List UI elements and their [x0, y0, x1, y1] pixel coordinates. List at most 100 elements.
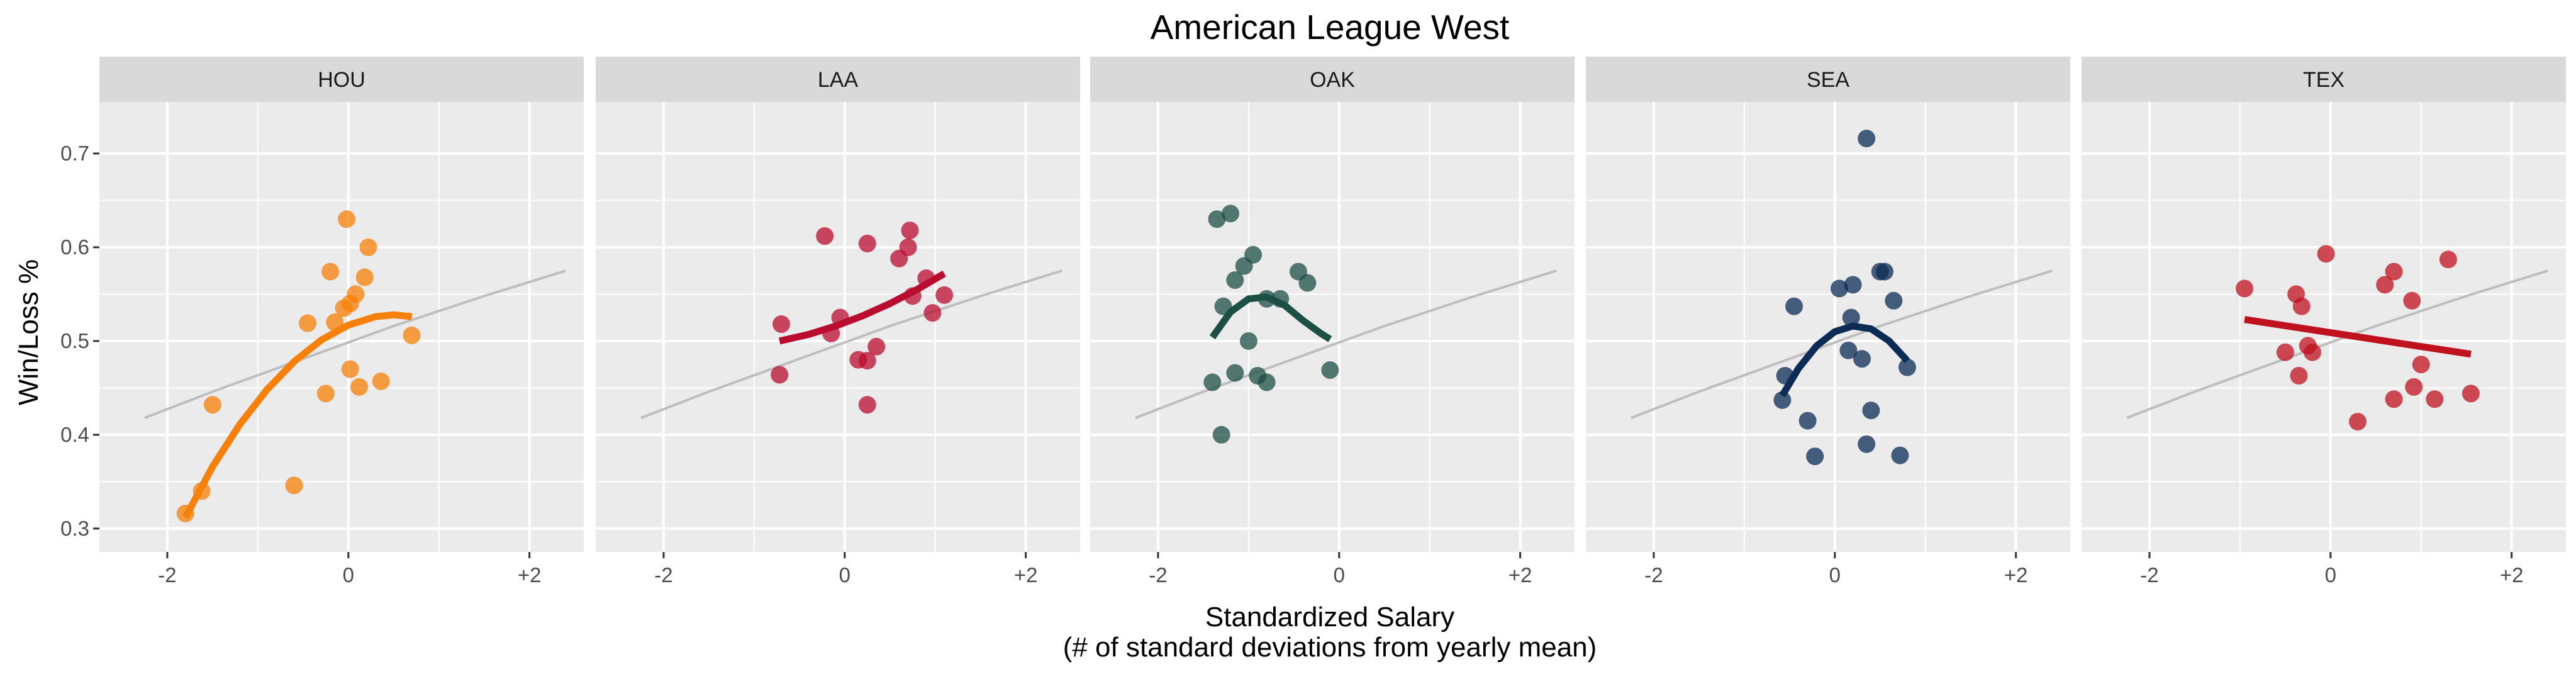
x-axis-title-line-1: Standardized Salary	[1205, 602, 1454, 633]
data-point	[2439, 250, 2457, 269]
data-point	[2276, 343, 2294, 361]
reference-trend-line	[2126, 269, 2548, 419]
data-point	[355, 268, 374, 286]
x-tick-label: +2	[2500, 563, 2524, 587]
data-point	[1844, 276, 1862, 294]
data-point	[858, 396, 876, 414]
x-tick-label: +2	[518, 563, 542, 587]
data-point	[2236, 279, 2254, 298]
data-point	[816, 227, 834, 245]
data-point	[1257, 373, 1276, 391]
data-point	[403, 326, 421, 344]
x-tick-label: +2	[1508, 563, 1532, 587]
y-tick-label: 0.4	[60, 423, 89, 446]
data-point	[2385, 390, 2403, 408]
panel-hou: HOU -2 0 +2	[99, 57, 584, 587]
facet-label: OAK	[1310, 68, 1355, 92]
panel-background	[1586, 102, 2070, 552]
data-point	[1891, 446, 1909, 464]
data-point	[2348, 412, 2367, 431]
y-tick-label: 0.6	[60, 235, 89, 259]
data-point	[337, 210, 355, 228]
data-point	[1785, 297, 1804, 315]
panel-laa: LAA -2 0 +2	[596, 57, 1080, 587]
data-point	[347, 285, 365, 303]
data-point	[1212, 425, 1230, 444]
data-point	[1885, 291, 1903, 310]
data-point	[2376, 276, 2394, 294]
data-point	[316, 385, 335, 403]
x-tick-label: 0	[2325, 563, 2336, 587]
data-point	[285, 476, 303, 495]
data-point	[1321, 361, 1339, 380]
data-point	[2403, 291, 2421, 310]
facet-label: TEX	[2303, 68, 2345, 92]
data-point	[1842, 308, 1860, 327]
data-point	[867, 337, 886, 356]
panel-background	[2082, 102, 2566, 552]
reference-trend-line	[144, 269, 566, 419]
x-axis-title-line-2: (# of standard deviations from yearly me…	[1063, 632, 1597, 663]
data-point	[899, 238, 917, 256]
data-point	[858, 234, 876, 252]
facet-label: HOU	[318, 68, 365, 92]
data-point	[901, 222, 919, 240]
team-trend-line	[1209, 293, 1332, 342]
x-tick-label: -2	[2140, 563, 2158, 587]
data-point	[1298, 274, 1317, 292]
x-tick-label: 0	[1334, 563, 1345, 587]
panel-background	[1090, 102, 1575, 552]
data-point	[1858, 130, 1876, 148]
data-point	[771, 366, 789, 384]
team-trend-line	[1779, 322, 1910, 398]
panels-layer: HOU -2 0 +2 LAA -2 0 +2 OAK -2 0 +2 SEA -2 0 +2 TEX -2 0 +2	[99, 57, 2566, 587]
x-tick-label: +2	[1014, 563, 1038, 587]
data-point	[2304, 343, 2322, 361]
data-point	[2290, 366, 2308, 385]
data-point	[1839, 341, 1858, 359]
data-point	[1239, 332, 1257, 350]
facet-strip	[1586, 57, 2070, 102]
panel-oak: OAK -2 0 +2	[1090, 57, 1575, 587]
facet-strip	[99, 57, 584, 102]
data-point	[2317, 245, 2335, 263]
team-trend-line	[182, 311, 413, 519]
team-trend-line	[778, 270, 946, 345]
x-tick-label: -2	[158, 563, 176, 587]
data-point	[858, 352, 876, 370]
x-tick-label: -2	[654, 563, 672, 587]
panel-sea: SEA -2 0 +2	[1586, 57, 2070, 587]
data-point	[1875, 262, 1893, 281]
data-point	[1773, 391, 1792, 409]
data-point	[299, 314, 317, 332]
panel-tex: TEX -2 0 +2	[2082, 57, 2566, 587]
facet-strip	[596, 57, 1080, 102]
facet-label: SEA	[1807, 68, 1849, 92]
data-point	[1862, 402, 1880, 420]
data-point	[341, 360, 359, 378]
data-point	[359, 238, 377, 256]
data-point	[935, 286, 954, 304]
y-tick-label: 0.7	[60, 142, 89, 165]
x-tick-label: 0	[1829, 563, 1841, 587]
data-point	[1208, 210, 1226, 228]
data-point	[1222, 205, 1240, 223]
x-tick-label: 0	[343, 563, 354, 587]
data-point	[2426, 390, 2444, 408]
data-point	[1798, 412, 1817, 430]
reference-trend-line	[1135, 269, 1557, 419]
data-point	[372, 372, 390, 390]
data-point	[1806, 447, 1824, 466]
data-point	[1226, 364, 1244, 382]
data-point	[350, 378, 369, 396]
y-axis: 0.3 0.4 0.5 0.6 0.7	[60, 142, 99, 540]
data-point	[1858, 435, 1876, 453]
x-tick-label: -2	[1149, 563, 1167, 587]
data-point	[2412, 356, 2430, 374]
data-point	[1898, 358, 1916, 376]
team-trend-line	[2244, 316, 2472, 358]
facet-strip	[2082, 57, 2566, 102]
reference-trend-line	[1631, 269, 2053, 419]
